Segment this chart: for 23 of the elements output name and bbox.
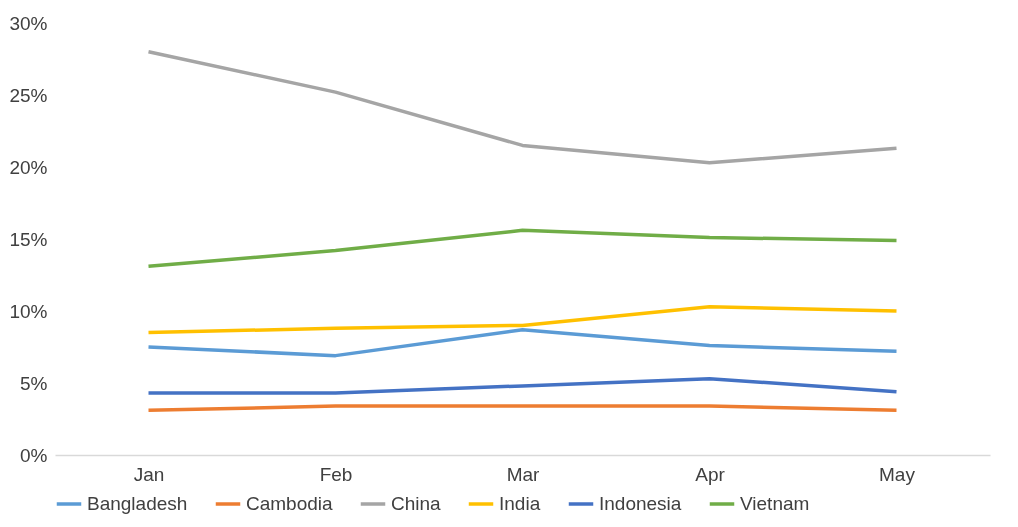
y-tick-label: 10%: [9, 300, 48, 322]
y-tick-label: 5%: [20, 372, 48, 394]
legend-label: India: [499, 493, 541, 514]
y-tick-label: 20%: [9, 156, 48, 178]
line-series: [146, 327, 899, 358]
legend-label: China: [391, 493, 442, 514]
legend-label: Bangladesh: [87, 493, 188, 514]
legend-label: Cambodia: [246, 493, 334, 514]
x-tick-label: May: [879, 463, 916, 485]
x-tick-label: Jan: [133, 463, 165, 485]
y-tick-label: 15%: [9, 228, 48, 250]
line-series: [146, 50, 899, 165]
x-tick-label: Mar: [506, 463, 541, 485]
legend-label: Indonesia: [599, 493, 682, 514]
line-series: [146, 304, 899, 335]
y-tick-label: 30%: [9, 12, 48, 34]
x-tick-label: Feb: [319, 463, 353, 485]
y-tick-label: 0%: [20, 444, 48, 466]
legend-label: Vietnam: [740, 493, 810, 514]
x-tick-label: Apr: [695, 463, 726, 485]
line-series: [146, 228, 899, 269]
line-series: [146, 376, 899, 395]
y-tick-label: 25%: [9, 84, 48, 106]
